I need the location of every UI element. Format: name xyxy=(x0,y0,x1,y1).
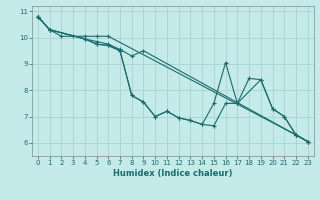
X-axis label: Humidex (Indice chaleur): Humidex (Indice chaleur) xyxy=(113,169,233,178)
